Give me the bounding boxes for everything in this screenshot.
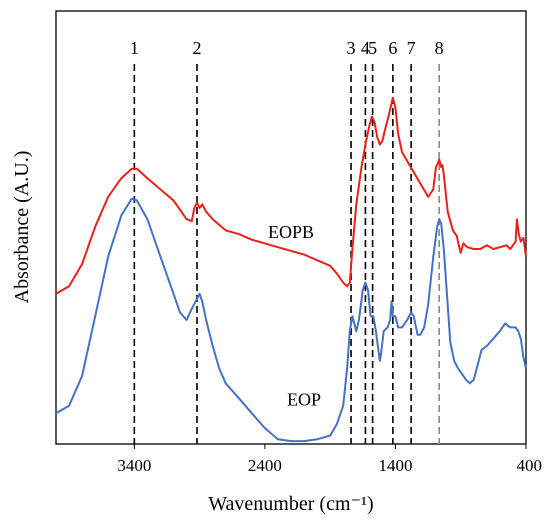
series-labels: EOPB EOP — [268, 222, 321, 410]
series-label-eopb: EOPB — [268, 222, 314, 242]
peak-label-5: 5 — [368, 38, 377, 58]
series-layer — [55, 97, 527, 443]
x-tick-label: 3400 — [117, 456, 151, 475]
series-label-eop: EOP — [287, 390, 321, 410]
peak-label-1: 1 — [130, 38, 139, 58]
x-tick-label: 1400 — [378, 456, 412, 475]
peak-markers: 1 2 3 45 6 7 8 — [130, 38, 444, 444]
peak-label-4: 4 — [361, 38, 370, 58]
x-axis-ticks: 3400 2400 1400 400 — [117, 444, 542, 475]
peak-label-7: 7 — [407, 38, 416, 58]
x-tick-label: 400 — [517, 456, 543, 475]
series-line-eopb — [55, 97, 527, 295]
plot-frame — [55, 10, 527, 445]
series-line-eop — [55, 197, 527, 443]
x-tick-label: 2400 — [248, 456, 282, 475]
y-axis-label: Absorbance (A.U.) — [11, 151, 33, 304]
peak-label-6: 6 — [388, 38, 397, 58]
peak-label-3: 3 — [347, 38, 356, 58]
x-axis-label: Wavenumber (cm⁻¹) — [208, 493, 373, 515]
peak-label-2: 2 — [193, 38, 202, 58]
peak-label-8: 8 — [435, 38, 444, 58]
